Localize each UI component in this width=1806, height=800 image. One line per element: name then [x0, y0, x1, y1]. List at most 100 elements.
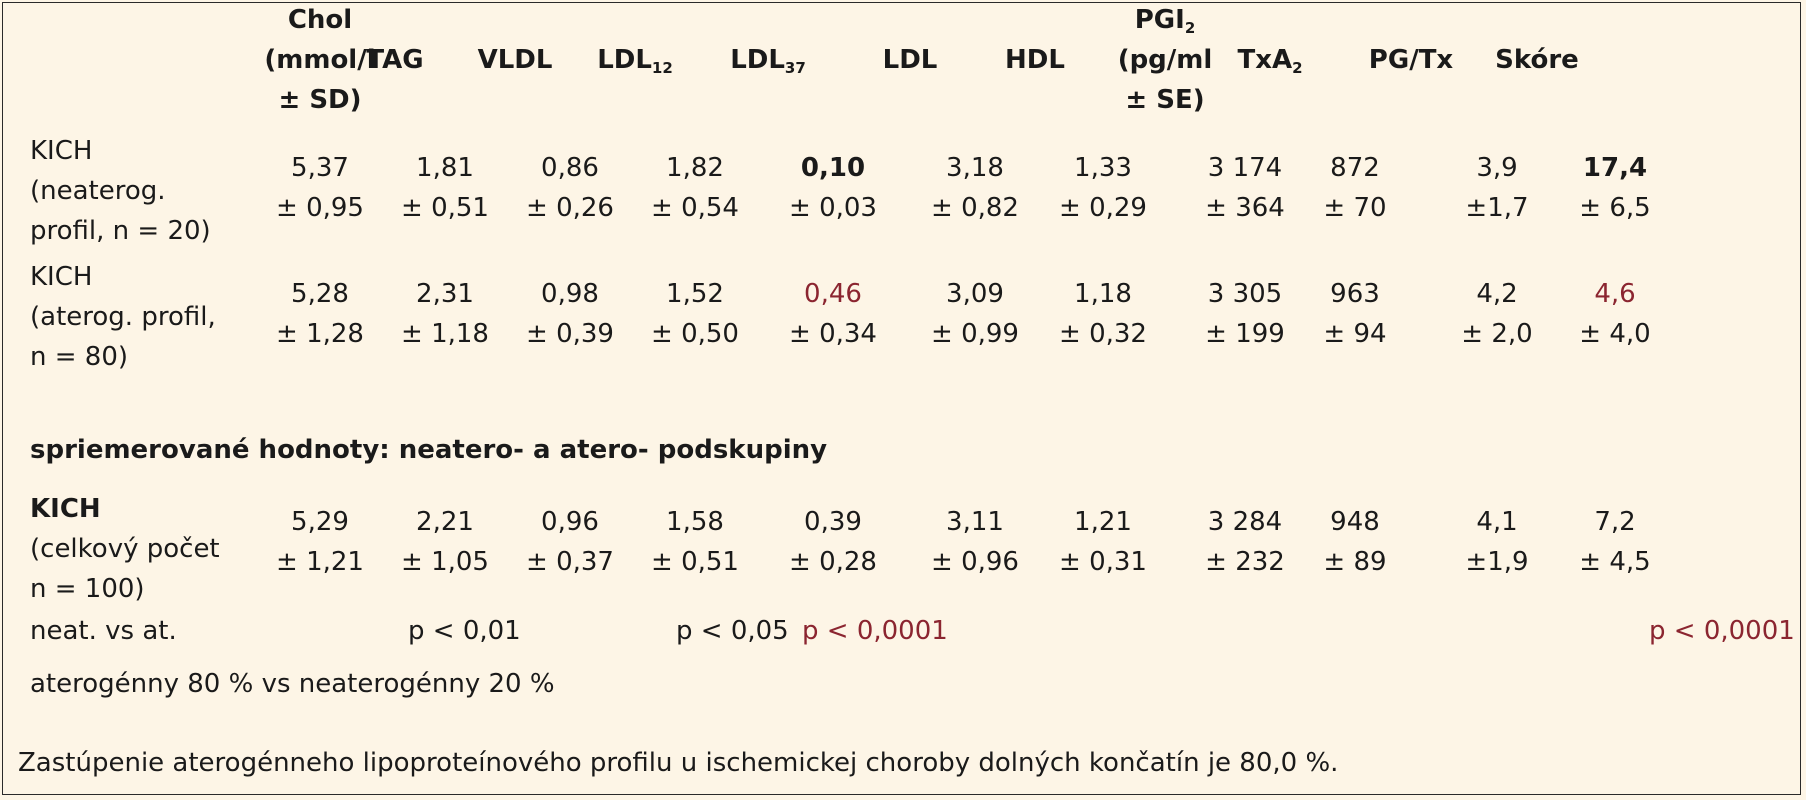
cell-mean: 963	[1330, 279, 1380, 309]
header-skore: Skóre	[1495, 45, 1579, 75]
cell-deviation: ± 0,32	[1059, 319, 1147, 349]
table-cell: 1,18 ± 0,32	[1028, 274, 1178, 354]
cell-mean: 17,4	[1582, 153, 1648, 183]
cell-mean: 5,37	[291, 153, 349, 183]
cell-mean: 1,58	[666, 507, 724, 537]
table-cell: 0,10 ± 0,03	[758, 148, 908, 228]
cell-mean: 0,46	[804, 279, 862, 309]
cell-deviation: ± 4,5	[1579, 547, 1651, 577]
header-txa2: TxA2	[1237, 45, 1303, 77]
table-cell: 2,21 ± 1,05	[370, 502, 520, 582]
cell-mean: 3,09	[946, 279, 1004, 309]
cell-deviation: ± 364	[1205, 193, 1285, 223]
footnote: Zastúpenie aterogénneho lipoproteínového…	[18, 748, 1339, 778]
cell-mean: 0,98	[541, 279, 599, 309]
header-hdl: HDL	[1005, 45, 1065, 75]
p-value-ldl12: p < 0,05	[676, 616, 789, 646]
table-cell: 0,86 ± 0,26	[495, 148, 645, 228]
cell-deviation: ± 1,18	[401, 319, 489, 349]
cell-mean: 4,6	[1594, 279, 1636, 309]
cell-deviation: ± 6,5	[1579, 193, 1651, 223]
cell-deviation: ± 0,51	[651, 547, 739, 577]
cell-deviation: ± 94	[1323, 319, 1387, 349]
table-cell: 17,4 ± 6,5	[1540, 148, 1690, 228]
cell-deviation: ± 2,0	[1461, 319, 1533, 349]
cell-deviation: ± 1,28	[276, 319, 364, 349]
table-cell: 0,98 ± 0,39	[495, 274, 645, 354]
cell-mean: 1,81	[416, 153, 474, 183]
cell-deviation: ± 232	[1205, 547, 1285, 577]
cell-deviation: ± 0,50	[651, 319, 739, 349]
cell-mean: 3 284	[1207, 507, 1283, 537]
table-cell: 948 ± 89	[1280, 502, 1430, 582]
table-cell: 0,39 ± 0,28	[758, 502, 908, 582]
cell-deviation: ± 0,51	[401, 193, 489, 223]
cell-deviation: ± 0,31	[1059, 547, 1147, 577]
table-cell: 1,82 ± 0,54	[620, 148, 770, 228]
table-cell: 3,9 ±1,7	[1422, 148, 1572, 228]
table-cell: 872 ± 70	[1280, 148, 1430, 228]
header-ldl12: LDL12	[597, 45, 673, 77]
table-cell: 1,21 ± 0,31	[1028, 502, 1178, 582]
cell-mean: 948	[1330, 507, 1380, 537]
cell-mean: 1,82	[666, 153, 724, 183]
cell-deviation: ± 0,34	[789, 319, 877, 349]
table-cell: 4,6 ± 4,0	[1540, 274, 1690, 354]
table-cell: 963 ± 94	[1280, 274, 1430, 354]
ratio-line: aterogénny 80 % vs neaterogénny 20 %	[30, 669, 555, 699]
section-heading: spriemerované hodnoty: neatero- a atero-…	[30, 435, 828, 465]
cell-deviation: ± 1,05	[401, 547, 489, 577]
row-label-aterog: KICH (aterog. profil, n = 80)	[30, 262, 216, 372]
table-cell: 3 284 ± 232	[1170, 502, 1320, 582]
cell-mean: 3 174	[1207, 153, 1283, 183]
cell-mean: 4,2	[1476, 279, 1518, 309]
table-cell: 7,2 ± 4,5	[1540, 502, 1690, 582]
cell-deviation: ± 0,26	[526, 193, 614, 223]
cell-deviation: ± 0,82	[931, 193, 1019, 223]
table-cell: 5,29 ± 1,21	[245, 502, 395, 582]
cell-deviation: ± 0,95	[276, 193, 364, 223]
comparison-label: neat. vs at.	[30, 616, 177, 646]
cell-mean: 4,1	[1476, 507, 1518, 537]
cell-mean: 0,10	[800, 153, 866, 183]
cell-mean: 7,2	[1594, 507, 1636, 537]
table-cell: 2,31 ± 1,18	[370, 274, 520, 354]
cell-deviation: ± 70	[1323, 193, 1387, 223]
table-cell: 3 305 ± 199	[1170, 274, 1320, 354]
cell-mean: 5,29	[291, 507, 349, 537]
cell-deviation: ± 0,03	[789, 193, 877, 223]
table-cell: 5,28 ± 1,28	[245, 274, 395, 354]
table-cell: 3,18 ± 0,82	[900, 148, 1050, 228]
cell-mean: 1,52	[666, 279, 724, 309]
table-cell: 5,37 ± 0,95	[245, 148, 395, 228]
cell-deviation: ± 0,28	[789, 547, 877, 577]
cell-deviation: ± 1,21	[276, 547, 364, 577]
row-label-neaterog: KICH (neaterog. profil, n = 20)	[30, 136, 211, 246]
cell-deviation: ±1,7	[1465, 193, 1529, 223]
table-cell: 3,11 ± 0,96	[900, 502, 1050, 582]
cell-mean: 872	[1330, 153, 1380, 183]
cell-deviation: ±1,9	[1465, 547, 1529, 577]
cell-deviation: ± 0,37	[526, 547, 614, 577]
table-cell: 1,33 ± 0,29	[1028, 148, 1178, 228]
cell-mean: 1,18	[1074, 279, 1132, 309]
header-ldl: LDL	[882, 45, 938, 75]
table-cell: 1,81 ± 0,51	[370, 148, 520, 228]
cell-mean: 1,33	[1074, 153, 1132, 183]
table-cell: 4,2 ± 2,0	[1422, 274, 1572, 354]
cell-deviation: ± 0,99	[931, 319, 1019, 349]
cell-mean: 0,86	[541, 153, 599, 183]
table-cell: 0,96 ± 0,37	[495, 502, 645, 582]
header-tag: TAG	[366, 45, 424, 75]
cell-deviation: ± 0,29	[1059, 193, 1147, 223]
header-chol: Chol (mmol/l ± SD)	[264, 5, 376, 115]
cell-mean: 2,21	[416, 507, 474, 537]
cell-deviation: ± 0,96	[931, 547, 1019, 577]
header-pgi2: PGI2 (pg/ml ± SE)	[1117, 5, 1213, 115]
cell-deviation: ± 199	[1205, 319, 1285, 349]
cell-mean: 0,39	[804, 507, 862, 537]
cell-mean: 5,28	[291, 279, 349, 309]
table-cell: 0,46 ± 0,34	[758, 274, 908, 354]
cell-deviation: ± 0,54	[651, 193, 739, 223]
